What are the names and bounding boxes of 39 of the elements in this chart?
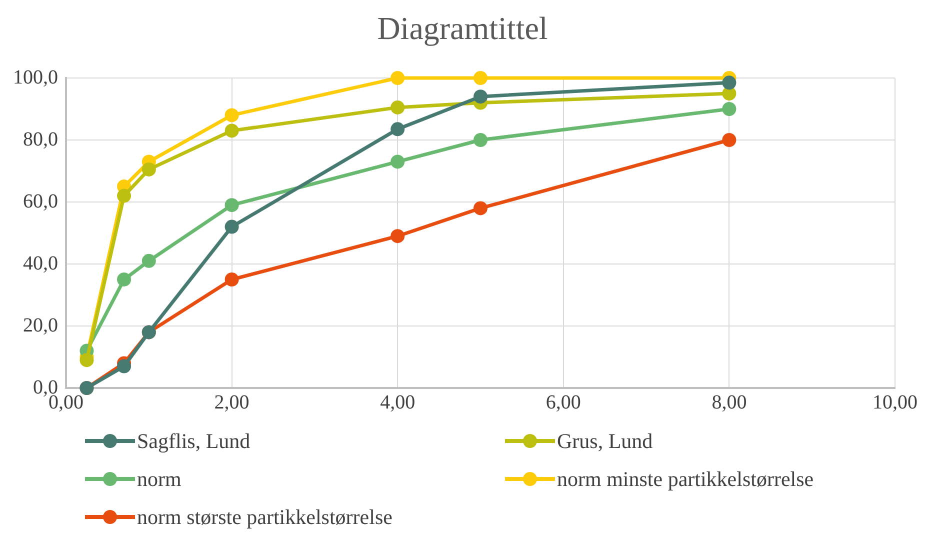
point: [474, 201, 488, 216]
point: [722, 76, 736, 90]
y-tick-label: 60,0: [23, 190, 58, 212]
x-tick-label: 2,00: [214, 391, 250, 414]
point: [142, 254, 156, 268]
point: [117, 359, 132, 374]
legend-label: norm minste partikkelstørrelse: [557, 466, 814, 492]
point: [390, 71, 405, 85]
point: [722, 133, 736, 147]
point: [224, 220, 239, 234]
point: [474, 133, 488, 147]
x-tick-label: 10,00: [872, 391, 918, 414]
point: [474, 71, 488, 85]
x-tick-label: 6,00: [546, 391, 581, 414]
legend-label: Sagflis, Lund: [137, 428, 250, 454]
y-tick-label: 40,0: [23, 252, 58, 274]
point: [224, 272, 239, 286]
point: [117, 272, 132, 286]
point: [80, 353, 94, 368]
legend-label: Grus, Lund: [557, 428, 653, 454]
point: [117, 188, 132, 203]
point: [390, 154, 405, 169]
point: [390, 122, 405, 136]
chart-title: Diagramtittel: [376, 10, 549, 47]
point: [390, 100, 405, 114]
y-tick-label: 100,0: [13, 66, 58, 88]
point: [224, 198, 239, 212]
x-tick-label: 4,00: [380, 391, 416, 414]
x-tick-label: 8,00: [712, 391, 747, 414]
point: [722, 102, 736, 116]
legend-label: norm: [137, 466, 182, 492]
point: [224, 108, 239, 122]
y-tick-label: 80,0: [23, 128, 58, 150]
point: [390, 229, 405, 244]
point: [224, 124, 239, 138]
point: [474, 90, 488, 104]
legend-label: norm største partikkelstørrelse: [137, 504, 392, 530]
y-tick-label: 20,0: [23, 314, 58, 336]
point: [142, 162, 156, 176]
